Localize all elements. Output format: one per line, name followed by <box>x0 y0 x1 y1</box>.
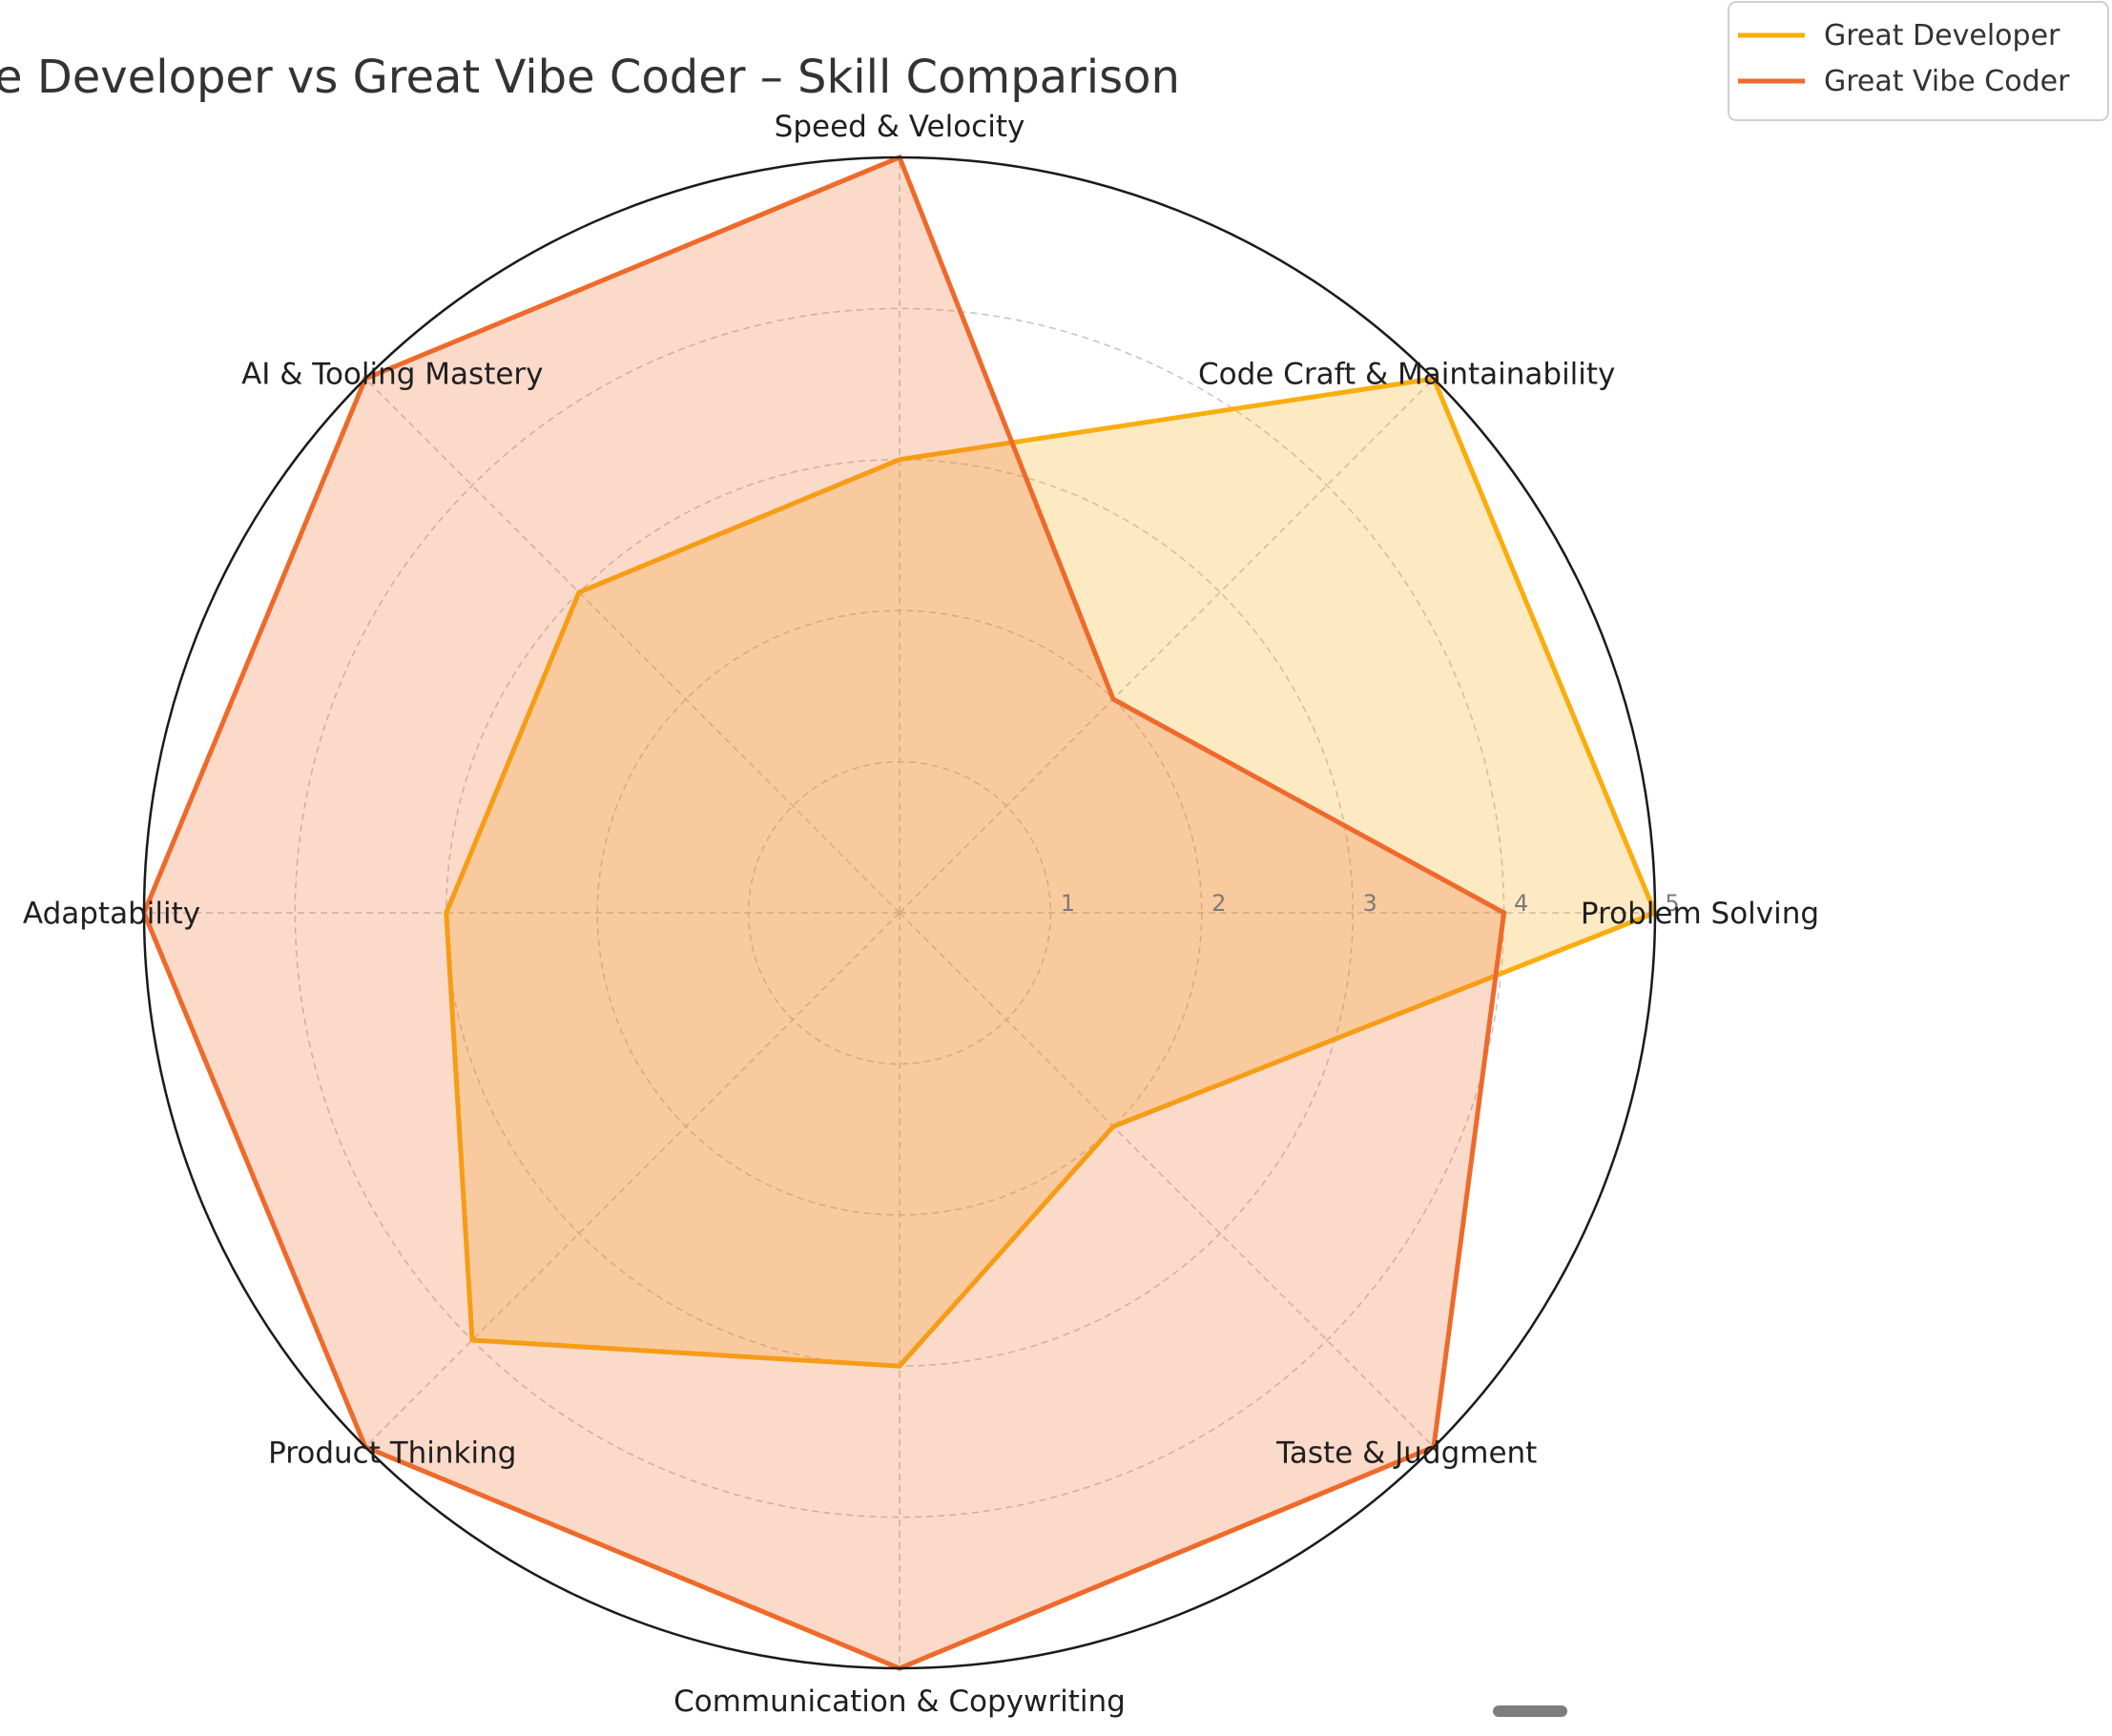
tick-label: 1 <box>1061 890 1075 917</box>
tick-label: 5 <box>1665 890 1679 917</box>
legend-label: Great Developer <box>1824 19 2060 52</box>
tick-label: 3 <box>1363 890 1377 917</box>
axis-label: Code Craft & Maintainability <box>1198 357 1615 391</box>
radar-series <box>141 154 1659 1671</box>
radar-outer-ring <box>142 155 1657 1670</box>
axis-labels: Problem Solving Code Craft & Maintainabil… <box>23 110 1819 1719</box>
grid-spoke <box>364 912 901 1448</box>
radial-tick-labels: 1 2 3 4 5 <box>1061 890 1680 917</box>
series-area-great-vibe-coder <box>144 157 1504 1668</box>
axis-label: AI & Tooling Mastery <box>241 357 543 391</box>
legend: Great Developer Great Vibe Coder <box>1728 1 2109 121</box>
tick-label: 2 <box>1211 890 1226 917</box>
grid-spoke <box>364 378 901 914</box>
axis-label: Adaptability <box>23 897 200 931</box>
axis-label: Speed & Velocity <box>775 110 1025 144</box>
series-line-great-developer <box>444 376 1659 1369</box>
axis-label: Communication & Copywriting <box>673 1684 1126 1719</box>
tick-label: 4 <box>1514 890 1528 917</box>
chart-title: Great Software Developer vs Great Vibe C… <box>0 51 1180 104</box>
series-area-great-developer <box>445 379 1655 1367</box>
scroll-handle[interactable] <box>1493 1705 1567 1717</box>
grid-spoke <box>899 378 1435 914</box>
axis-label: Product Thinking <box>268 1436 516 1471</box>
axis-label: Taste & Judgment <box>1275 1436 1537 1471</box>
grid-spoke <box>899 912 1435 1448</box>
axis-label: Problem Solving <box>1581 897 1819 931</box>
legend-label: Great Vibe Coder <box>1824 65 2070 98</box>
legend-frame <box>1728 1 2109 121</box>
